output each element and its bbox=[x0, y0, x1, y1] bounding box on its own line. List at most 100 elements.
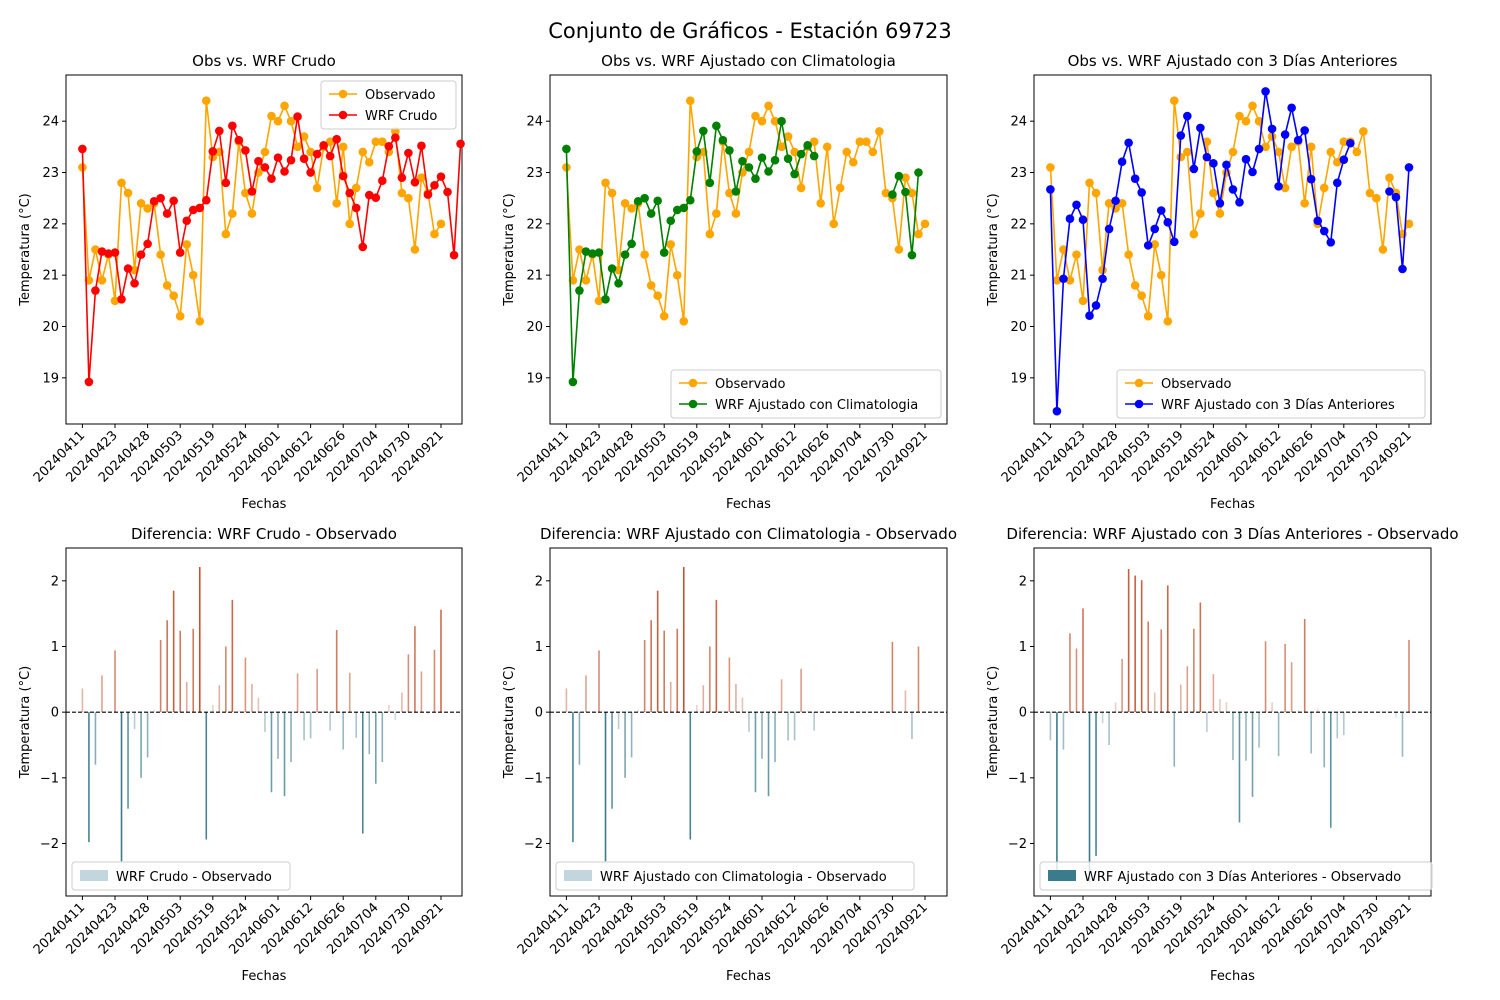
bar bbox=[257, 697, 260, 713]
data-point bbox=[562, 144, 571, 154]
y-tick-label: 20 bbox=[526, 320, 543, 335]
data-point bbox=[1078, 296, 1088, 306]
y-tick-label: 2 bbox=[535, 574, 543, 589]
data-point bbox=[351, 183, 361, 193]
x-axis-label: Fechas bbox=[242, 969, 287, 984]
legend-label: WRF Ajustado con Climatologia bbox=[715, 398, 918, 413]
data-point bbox=[770, 155, 780, 165]
data-point bbox=[1378, 245, 1388, 254]
legend-marker bbox=[688, 399, 698, 409]
data-point bbox=[117, 178, 126, 188]
bar bbox=[1264, 641, 1267, 713]
data-point bbox=[1248, 167, 1257, 177]
data-point bbox=[1372, 193, 1381, 203]
bar bbox=[368, 712, 371, 755]
bar bbox=[1082, 608, 1084, 713]
data-point bbox=[247, 209, 257, 218]
data-point bbox=[809, 151, 819, 161]
legend-label: WRF Crudo bbox=[365, 109, 437, 124]
data-point bbox=[809, 137, 819, 147]
data-point bbox=[601, 178, 610, 188]
data-point bbox=[1385, 173, 1394, 182]
data-point bbox=[1078, 215, 1088, 225]
bar bbox=[251, 683, 253, 713]
y-tick-label: 0 bbox=[51, 706, 59, 721]
bar bbox=[1212, 674, 1215, 713]
y-tick-label: 21 bbox=[1010, 269, 1027, 284]
data-point bbox=[653, 291, 662, 300]
bar bbox=[264, 712, 266, 732]
data-point bbox=[1183, 147, 1192, 157]
bar bbox=[1108, 712, 1110, 745]
data-point bbox=[1150, 224, 1160, 234]
legend-marker bbox=[1134, 378, 1144, 388]
data-point bbox=[1339, 137, 1349, 147]
y-tick-label: 0 bbox=[535, 706, 543, 721]
y-tick-label: 1 bbox=[51, 640, 59, 655]
bar bbox=[1336, 712, 1339, 739]
bar bbox=[1277, 712, 1280, 757]
bar bbox=[1160, 629, 1163, 713]
data-point bbox=[575, 245, 584, 254]
data-point bbox=[267, 174, 276, 183]
bar bbox=[1271, 702, 1273, 713]
data-point bbox=[234, 135, 244, 145]
data-point bbox=[364, 157, 374, 167]
data-point bbox=[371, 137, 381, 147]
bar bbox=[1225, 702, 1228, 713]
data-point bbox=[796, 149, 806, 159]
data-point bbox=[1332, 178, 1342, 188]
bar bbox=[140, 712, 142, 778]
data-point bbox=[672, 205, 682, 215]
bar bbox=[1303, 618, 1306, 713]
bar bbox=[911, 712, 913, 740]
data-point bbox=[1085, 178, 1094, 188]
data-point bbox=[777, 142, 786, 152]
data-point bbox=[293, 142, 302, 152]
y-tick-label: 23 bbox=[42, 166, 59, 181]
y-tick-label: 2 bbox=[1019, 574, 1027, 589]
data-point bbox=[280, 167, 289, 176]
bar bbox=[179, 630, 181, 713]
bar bbox=[309, 712, 312, 739]
y-tick-label: 20 bbox=[42, 320, 59, 335]
data-point bbox=[84, 377, 94, 387]
data-point bbox=[685, 96, 695, 105]
legend-label: WRF Ajustado con 3 Días Anteriores - Obs… bbox=[1084, 870, 1401, 885]
axes-frame bbox=[1033, 74, 1432, 425]
bar bbox=[1245, 712, 1247, 761]
data-point bbox=[627, 204, 636, 213]
data-point bbox=[417, 141, 426, 151]
data-point bbox=[175, 311, 185, 321]
data-point bbox=[1183, 111, 1192, 121]
bar bbox=[401, 692, 403, 713]
data-point bbox=[358, 147, 368, 157]
data-point bbox=[182, 216, 192, 226]
data-point bbox=[581, 275, 591, 285]
data-point bbox=[1065, 214, 1075, 224]
data-point bbox=[260, 163, 270, 172]
data-point bbox=[1306, 174, 1316, 184]
bar bbox=[1062, 712, 1065, 750]
y-tick-label: 20 bbox=[1010, 320, 1027, 335]
bar bbox=[1323, 712, 1326, 768]
x-axis-label: Fechas bbox=[1210, 969, 1255, 984]
bar bbox=[617, 712, 620, 730]
data-point bbox=[1091, 188, 1101, 198]
data-point bbox=[293, 112, 302, 121]
data-point bbox=[594, 296, 604, 306]
data-point bbox=[1111, 196, 1120, 206]
data-point bbox=[744, 147, 754, 157]
bar bbox=[1395, 712, 1397, 718]
legend-label: WRF Ajustado con Climatologia - Observad… bbox=[600, 870, 887, 885]
data-point bbox=[1163, 317, 1173, 326]
data-point bbox=[430, 181, 439, 190]
bar bbox=[296, 673, 299, 713]
bar bbox=[722, 710, 724, 713]
bar bbox=[394, 712, 397, 721]
data-point bbox=[410, 245, 420, 254]
data-point bbox=[888, 190, 897, 199]
data-point bbox=[1235, 197, 1244, 207]
bar bbox=[735, 683, 737, 713]
bar bbox=[611, 712, 613, 809]
